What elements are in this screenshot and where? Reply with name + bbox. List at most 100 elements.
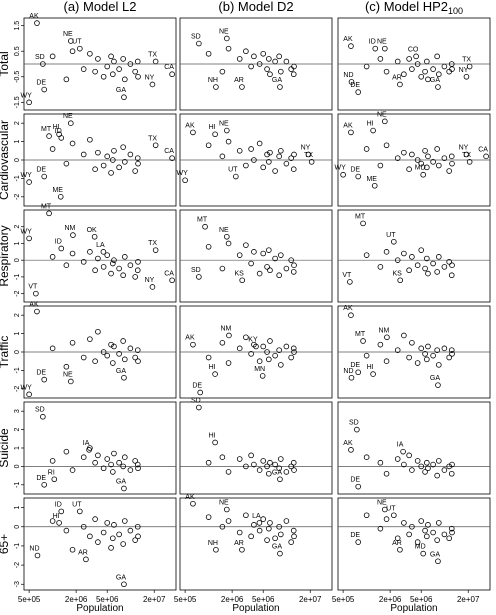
point-label: SD [349,420,359,427]
point [190,129,196,136]
point-label: DE [350,532,360,539]
point-label: VT [342,272,352,279]
point [430,260,436,267]
panel-frame [23,209,177,303]
y-tick-label: 1 [14,332,21,336]
point [111,58,117,65]
point [278,252,284,258]
point [449,262,455,269]
point [383,68,390,75]
point-label: MT [197,217,208,224]
point [448,347,455,353]
point [291,467,297,473]
point [169,71,175,78]
point [382,506,388,513]
point [446,354,452,361]
point [87,249,93,255]
y-tick-label: -1 [14,482,21,488]
point [276,153,282,160]
point [104,153,111,160]
point [122,356,128,363]
point [441,63,448,70]
point-label: DE [36,370,46,377]
point [260,458,267,464]
point [348,312,354,319]
point-label: AK [185,335,195,342]
point [92,459,98,466]
point [182,177,188,184]
y-tick-label: 0 [14,258,21,262]
point-label: WY [20,172,32,179]
point [449,529,455,536]
point [236,148,243,154]
point [446,168,452,174]
point-label: GA [430,77,440,84]
point [116,66,122,72]
point [225,360,232,366]
point [26,235,32,242]
point [110,71,116,78]
point [363,252,370,258]
point [100,529,107,536]
point [80,354,87,361]
point [127,151,134,158]
x-tick-label: 5e+05 [174,595,197,604]
point [424,58,430,65]
point [448,525,455,532]
point [46,133,52,139]
point [116,531,122,538]
point-label: TX [148,135,157,142]
point [152,58,159,65]
y-tick-label: 2 [14,121,21,125]
point [77,508,83,515]
point [267,267,273,274]
point-label: GA [116,574,126,581]
point [264,349,270,355]
point-label: UT [386,232,396,239]
point-label: DE [36,167,46,174]
point-label: DE [192,382,202,389]
point [63,160,70,167]
point [277,84,283,90]
point [448,470,455,477]
point-label: MD [415,165,426,172]
point [418,345,425,352]
panel-frame [23,401,177,495]
point [236,456,243,462]
point [205,142,212,149]
point [371,182,378,189]
point [466,63,473,70]
point [266,525,272,532]
point [134,155,141,161]
point [409,523,415,530]
y-tick-label: -2 [14,562,21,568]
point [149,81,156,88]
x-tick-label: 2e+06 [65,595,88,604]
point [205,244,212,250]
point [409,151,415,158]
point [264,463,270,470]
point [466,159,473,165]
x-tick-label: 2e+07 [457,595,480,604]
point-label: DE [350,362,360,369]
point [435,84,441,90]
point [127,527,134,534]
point [425,153,431,160]
point [436,520,442,526]
point [243,242,249,248]
point [434,146,440,152]
point [243,463,249,470]
point [108,545,114,551]
point [135,259,141,265]
x-tick-label: 2e+07 [143,595,166,604]
point [290,269,297,275]
point [446,68,452,75]
point [264,151,270,158]
point [401,520,407,526]
point [278,68,284,75]
point [397,81,403,88]
y-tick-label: 3 [14,409,21,413]
point-label: NE [377,111,387,118]
point [68,120,74,126]
